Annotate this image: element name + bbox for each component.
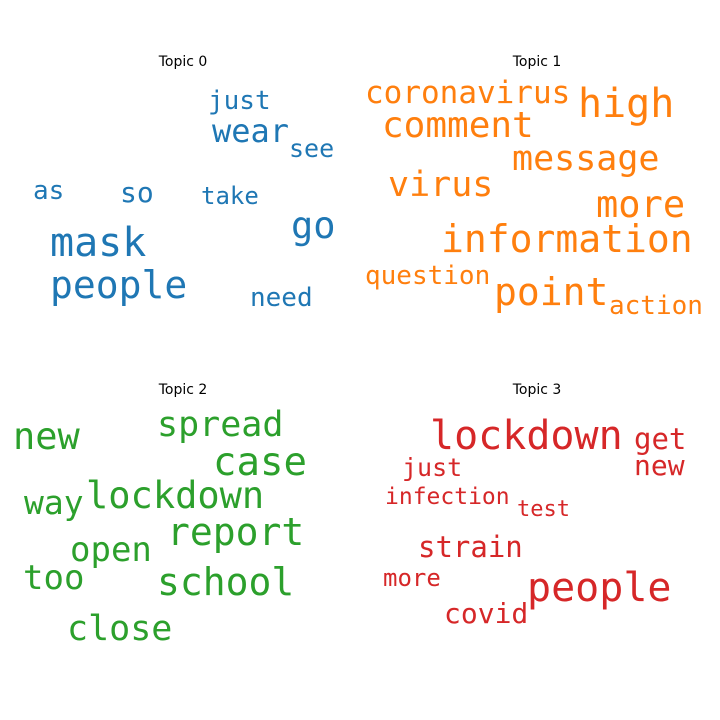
word-point: point bbox=[494, 270, 608, 314]
word-as: as bbox=[33, 176, 64, 206]
word-mask: mask bbox=[50, 220, 146, 266]
word-coronavirus: coronavirus bbox=[365, 75, 570, 111]
word-more: more bbox=[383, 564, 441, 592]
panel-title: Topic 3 bbox=[512, 382, 562, 398]
word-so: so bbox=[120, 176, 154, 209]
word-spread: spread bbox=[157, 405, 283, 445]
panel-title: Topic 1 bbox=[512, 54, 562, 70]
word-go: go bbox=[291, 204, 336, 247]
word-close: close bbox=[67, 609, 172, 649]
word-see: see bbox=[289, 134, 334, 163]
wordcloud-panel-topic-3: Topic 3 lockdown people get strain new covid ju… bbox=[383, 382, 686, 630]
word-people: people bbox=[527, 565, 672, 611]
word-wear: wear bbox=[212, 112, 289, 150]
panel-title: Topic 2 bbox=[158, 382, 208, 398]
word-need: need bbox=[250, 283, 313, 313]
word-case: case bbox=[213, 440, 307, 485]
panel-title: Topic 0 bbox=[158, 54, 208, 70]
word-school: school bbox=[157, 560, 294, 604]
word-high: high bbox=[578, 81, 674, 127]
word-new: new bbox=[13, 415, 81, 458]
word-infection: infection bbox=[385, 484, 510, 510]
word-lockdown: lockdown bbox=[86, 474, 264, 517]
word-information: information bbox=[441, 217, 693, 261]
word-more: more bbox=[596, 183, 685, 226]
word-comment: comment bbox=[382, 105, 534, 146]
word-question: question bbox=[365, 261, 490, 291]
word-message: message bbox=[512, 139, 660, 179]
word-people: people bbox=[50, 263, 187, 307]
word-get: get bbox=[634, 422, 686, 456]
word-way: way bbox=[24, 483, 84, 522]
word-too: too bbox=[23, 558, 84, 598]
word-strain: strain bbox=[418, 530, 523, 564]
word-new: new bbox=[634, 449, 685, 482]
word-just: just bbox=[402, 453, 462, 482]
word-report: report bbox=[167, 510, 304, 554]
word-take: take bbox=[201, 182, 259, 210]
word-just: just bbox=[208, 86, 271, 116]
word-covid: covid bbox=[444, 597, 528, 630]
word-virus: virus bbox=[388, 165, 493, 205]
word-test: test bbox=[517, 497, 570, 522]
word-lockdown: lockdown bbox=[430, 413, 623, 459]
word-action: action bbox=[609, 291, 703, 321]
word-open: open bbox=[70, 530, 152, 570]
wordcloud-panel-topic-1: Topic 1 information high comment more point me… bbox=[365, 54, 703, 321]
